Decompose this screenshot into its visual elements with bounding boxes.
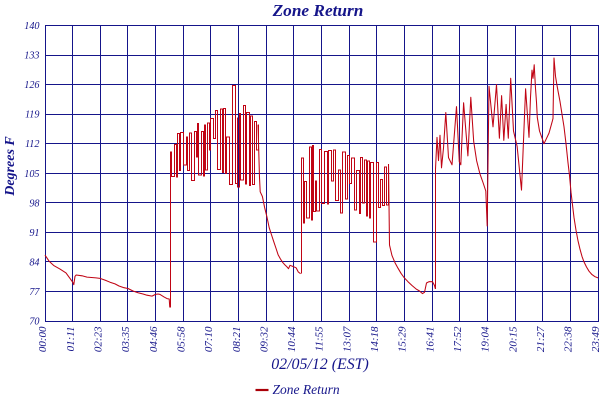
svg-text:91: 91 — [29, 228, 39, 239]
svg-text:15:29: 15:29 — [397, 326, 409, 352]
svg-text:08:21: 08:21 — [231, 327, 243, 353]
svg-text:21:27: 21:27 — [535, 326, 547, 352]
svg-text:Degrees F: Degrees F — [3, 136, 18, 197]
svg-text:77: 77 — [29, 287, 40, 298]
svg-text:00:00: 00:00 — [37, 326, 49, 352]
svg-text:04:46: 04:46 — [148, 326, 160, 352]
svg-text:20:15: 20:15 — [507, 326, 519, 352]
svg-text:Zone Return: Zone Return — [272, 1, 364, 20]
svg-text:09:32: 09:32 — [258, 326, 270, 352]
svg-text:17:52: 17:52 — [452, 326, 464, 352]
svg-text:119: 119 — [25, 110, 40, 121]
svg-text:84: 84 — [29, 257, 39, 268]
svg-text:10:44: 10:44 — [286, 326, 298, 352]
svg-text:03:35: 03:35 — [120, 326, 132, 352]
svg-text:126: 126 — [24, 80, 40, 91]
svg-text:02/05/12 (EST): 02/05/12 (EST) — [271, 356, 369, 373]
svg-text:13:07: 13:07 — [341, 326, 353, 352]
svg-text:14:18: 14:18 — [369, 326, 381, 352]
svg-text:02:23: 02:23 — [93, 326, 105, 352]
svg-text:07:10: 07:10 — [203, 326, 215, 352]
svg-text:01:11: 01:11 — [65, 327, 77, 352]
svg-text:11:55: 11:55 — [314, 326, 326, 351]
svg-text:22:38: 22:38 — [563, 326, 575, 352]
svg-text:133: 133 — [24, 51, 39, 62]
svg-text:16:41: 16:41 — [424, 327, 436, 353]
svg-text:140: 140 — [24, 21, 39, 32]
svg-text:98: 98 — [29, 198, 39, 209]
svg-text:70: 70 — [29, 317, 39, 328]
svg-text:23:49: 23:49 — [590, 326, 600, 352]
svg-text:Zone Return: Zone Return — [273, 382, 340, 397]
svg-text:19:04: 19:04 — [480, 326, 492, 352]
svg-text:112: 112 — [25, 139, 40, 150]
svg-text:105: 105 — [24, 169, 39, 180]
svg-text:05:58: 05:58 — [175, 326, 187, 352]
